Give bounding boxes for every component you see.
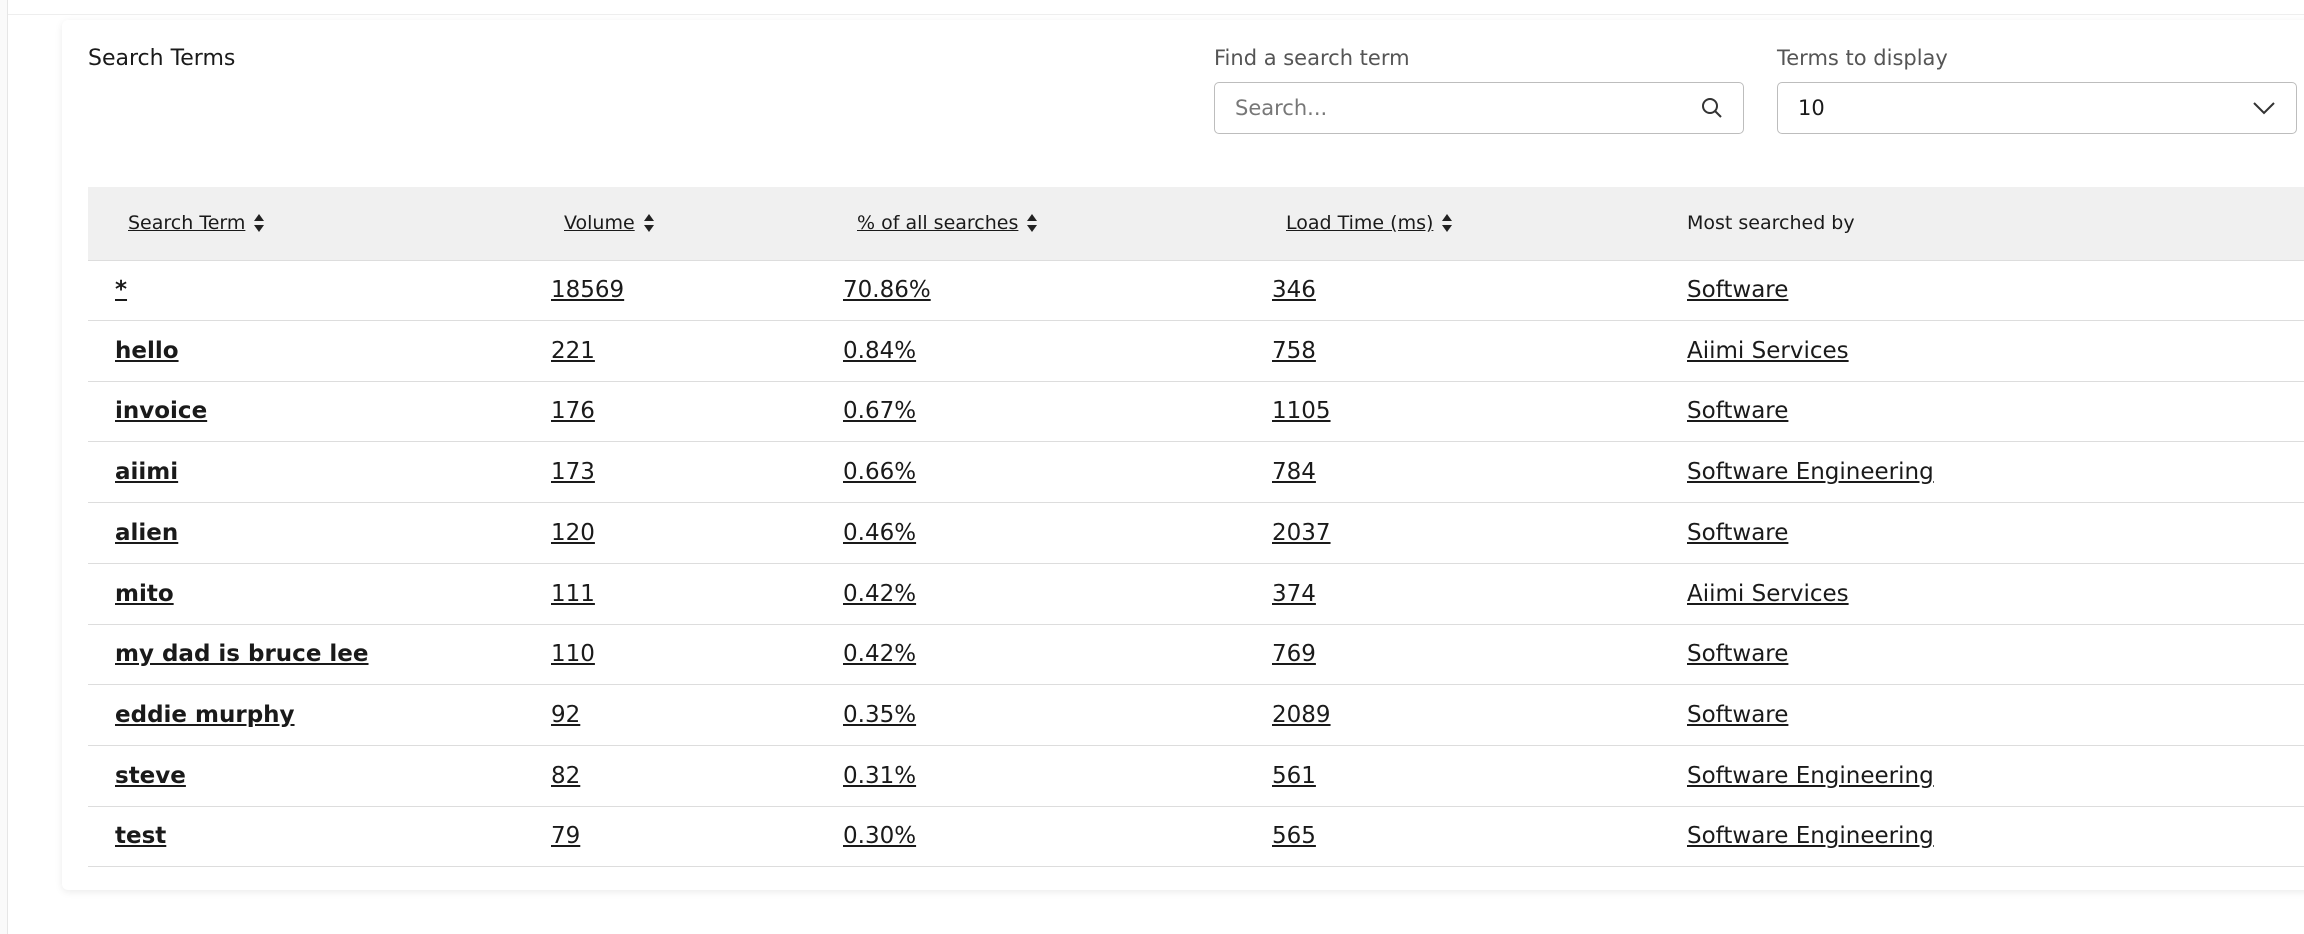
table-cell-link[interactable]: 561 <box>1272 762 1316 789</box>
table-row <box>88 624 2304 686</box>
table-cell-link[interactable]: * <box>115 277 128 303</box>
column-header[interactable]: Load Time (ms) <box>1286 212 1453 234</box>
search-input[interactable]: Search... <box>1214 82 1744 134</box>
column-header-text: Load Time (ms) <box>1286 212 1434 234</box>
table-cell-link[interactable]: 221 <box>551 337 595 364</box>
table-cell-link[interactable]: Aiimi Services <box>1687 580 1849 607</box>
table-cell-link[interactable]: 110 <box>551 641 595 668</box>
table-row <box>88 260 2304 321</box>
table-cell-link[interactable]: Software Engineering <box>1687 459 1934 486</box>
column-header-text: Search Term <box>128 212 246 234</box>
table-cell-link[interactable]: 565 <box>1272 823 1316 850</box>
table-cell-link[interactable]: 92 <box>551 701 581 728</box>
table-cell-link[interactable]: 70.86% <box>843 277 931 303</box>
sort-icon <box>1027 214 1038 232</box>
table-row <box>88 442 2304 504</box>
table-cell-link[interactable]: 79 <box>551 823 581 850</box>
table-cell-link[interactable]: Software <box>1687 701 1789 728</box>
table-cell-link[interactable]: Software <box>1687 277 1789 303</box>
table-header <box>88 187 2304 261</box>
table-cell-link[interactable]: hello <box>115 337 179 364</box>
table-cell-link[interactable]: invoice <box>115 398 208 425</box>
display-value: 10 <box>1798 96 1825 120</box>
table-cell-link[interactable]: 0.35% <box>843 701 917 728</box>
table-cell-link[interactable]: 0.46% <box>843 519 917 546</box>
top-divider <box>8 0 2304 15</box>
table-cell-link[interactable]: eddie murphy <box>115 701 295 728</box>
table-cell-link[interactable]: 0.31% <box>843 762 917 789</box>
search-icon <box>1702 98 1722 118</box>
table-cell-link[interactable]: 0.30% <box>843 823 917 850</box>
table-cell-link[interactable]: my dad is bruce lee <box>115 641 369 668</box>
table-cell-link[interactable]: 176 <box>551 398 595 425</box>
column-header[interactable]: Volume <box>564 212 655 234</box>
table-cell-link[interactable]: 82 <box>551 762 581 789</box>
table-cell-link[interactable]: 1105 <box>1272 398 1331 425</box>
table-cell-link[interactable]: 769 <box>1272 641 1316 668</box>
table-cell-link[interactable]: 374 <box>1272 580 1316 607</box>
table-cell-link[interactable]: 120 <box>551 519 595 546</box>
table-cell-link[interactable]: 0.67% <box>843 398 917 425</box>
column-header-text: Volume <box>564 212 635 234</box>
table-cell-link[interactable]: steve <box>115 762 186 789</box>
table-cell-link[interactable]: 0.84% <box>843 337 917 364</box>
search-placeholder: Search... <box>1235 96 1328 120</box>
table-cell-link[interactable]: Aiimi Services <box>1687 337 1849 364</box>
sort-icon <box>1442 214 1453 232</box>
table-cell-link[interactable]: 2089 <box>1272 701 1331 728</box>
table-cell-link[interactable]: Software <box>1687 641 1789 668</box>
table-cell-link[interactable]: 173 <box>551 459 595 486</box>
sort-icon <box>643 214 654 232</box>
column-header-text: Most searched by <box>1687 212 1855 234</box>
table-cell-link[interactable]: 784 <box>1272 459 1316 486</box>
search-label: Find a search term <box>1214 46 1410 70</box>
display-label: Terms to display <box>1777 46 1948 70</box>
table-row <box>88 503 2304 564</box>
table-row <box>88 564 2304 625</box>
table-row <box>88 806 2304 868</box>
table-cell-link[interactable]: 111 <box>551 580 595 607</box>
table-cell-link[interactable]: 2037 <box>1272 519 1331 546</box>
table-cell-link[interactable]: 0.42% <box>843 641 917 668</box>
column-header[interactable]: % of all searches <box>857 212 1038 234</box>
table-cell-link[interactable]: 0.66% <box>843 459 917 486</box>
display-dropdown[interactable]: 10 <box>1777 82 2297 134</box>
sort-icon <box>254 214 265 232</box>
dropdown-chevron <box>2253 102 2275 115</box>
table-row <box>88 746 2304 807</box>
table-cell-link[interactable]: Software <box>1687 398 1789 425</box>
page-edge <box>0 0 8 934</box>
column-header: Most searched by <box>1687 212 1855 234</box>
table-row <box>88 381 2304 443</box>
table-row <box>88 685 2304 746</box>
table-cell-link[interactable]: Software <box>1687 519 1789 546</box>
table-cell-link[interactable]: Software Engineering <box>1687 762 1934 789</box>
table-cell-link[interactable]: 758 <box>1272 337 1316 364</box>
table-cell-link[interactable]: 18569 <box>551 277 625 303</box>
table-cell-link[interactable]: test <box>115 823 167 850</box>
table-cell-link[interactable]: mito <box>115 580 174 607</box>
column-header[interactable]: Search Term <box>128 212 265 234</box>
table-cell-link[interactable]: 346 <box>1272 277 1316 303</box>
table-row <box>88 321 2304 382</box>
table-cell-link[interactable]: 0.42% <box>843 580 917 607</box>
table-cell-link[interactable]: Software Engineering <box>1687 823 1934 850</box>
section-title: Search Terms <box>88 46 236 71</box>
table-cell-link[interactable]: aiimi <box>115 459 179 486</box>
table-cell-link[interactable]: alien <box>115 519 179 546</box>
column-header-text: % of all searches <box>857 212 1019 234</box>
